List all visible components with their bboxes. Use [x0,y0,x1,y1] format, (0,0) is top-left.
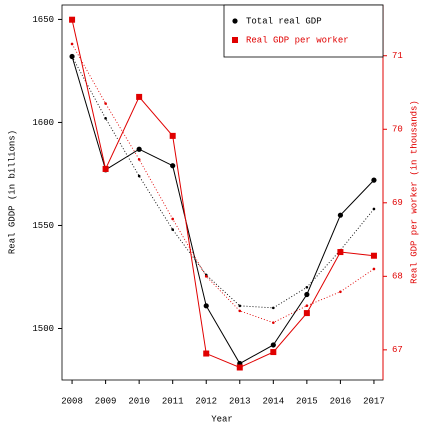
marker [238,304,242,308]
marker [136,93,143,100]
marker [305,285,309,289]
y-axis-label: Real GDDP (in billions) [7,130,17,254]
marker [70,55,74,58]
x-tick-label: 2015 [296,396,318,406]
y2-tick-label: 68 [392,272,403,282]
x-tick-label: 2008 [61,396,83,406]
marker [371,177,377,183]
series-line [71,56,375,365]
x-tick-label: 2009 [95,396,117,406]
x-tick-label: 2016 [330,396,352,406]
marker [104,102,107,105]
marker [270,349,277,356]
x-tick-label: 2012 [195,396,217,406]
x-tick-label: 2017 [363,396,385,406]
marker [170,163,176,169]
x-tick-label: 2010 [128,396,150,406]
series-line [71,19,374,369]
marker [339,290,342,294]
legend-label: Total real GDP [246,16,322,26]
marker [203,303,209,309]
marker [169,132,176,139]
marker [69,16,76,23]
marker [136,146,142,152]
legend-label: Real GDP per worker [246,35,349,45]
marker [372,267,376,271]
y2-tick-label: 67 [392,345,403,355]
x-tick-label: 2011 [162,396,184,406]
x-axis-label: Year [211,414,233,424]
marker [104,117,107,120]
y2-tick-label: 70 [392,125,403,135]
marker [272,306,275,310]
y-tick-label: 1500 [32,324,54,334]
marker [337,212,344,218]
legend-box [223,4,384,58]
marker [171,217,174,221]
marker [70,42,74,46]
marker [171,228,174,231]
marker [304,291,310,298]
series-line [71,43,375,324]
marker [137,158,141,161]
y2-axis-label: Real GDP per worker (in thousands) [409,100,419,284]
marker [204,275,208,278]
marker [137,174,141,178]
marker [203,350,210,357]
y-tick-label: 1600 [32,118,54,128]
y-tick-label: 1550 [32,221,54,231]
y-tick-label: 1650 [32,15,54,25]
y2-tick-label: 71 [392,51,403,61]
marker [238,309,242,313]
series-line [71,56,375,309]
marker [236,364,243,371]
plot-frame [61,4,384,381]
y2-tick-label: 69 [392,198,403,208]
marker [102,165,109,172]
x-tick-label: 2013 [229,396,251,406]
marker [337,249,344,256]
marker [270,342,276,348]
marker [305,304,309,308]
marker [370,252,377,259]
marker [372,207,376,211]
marker [303,310,310,317]
marker [272,321,275,324]
x-tick-label: 2014 [263,396,285,406]
legend-marker [232,37,238,43]
legend-marker [232,18,238,24]
